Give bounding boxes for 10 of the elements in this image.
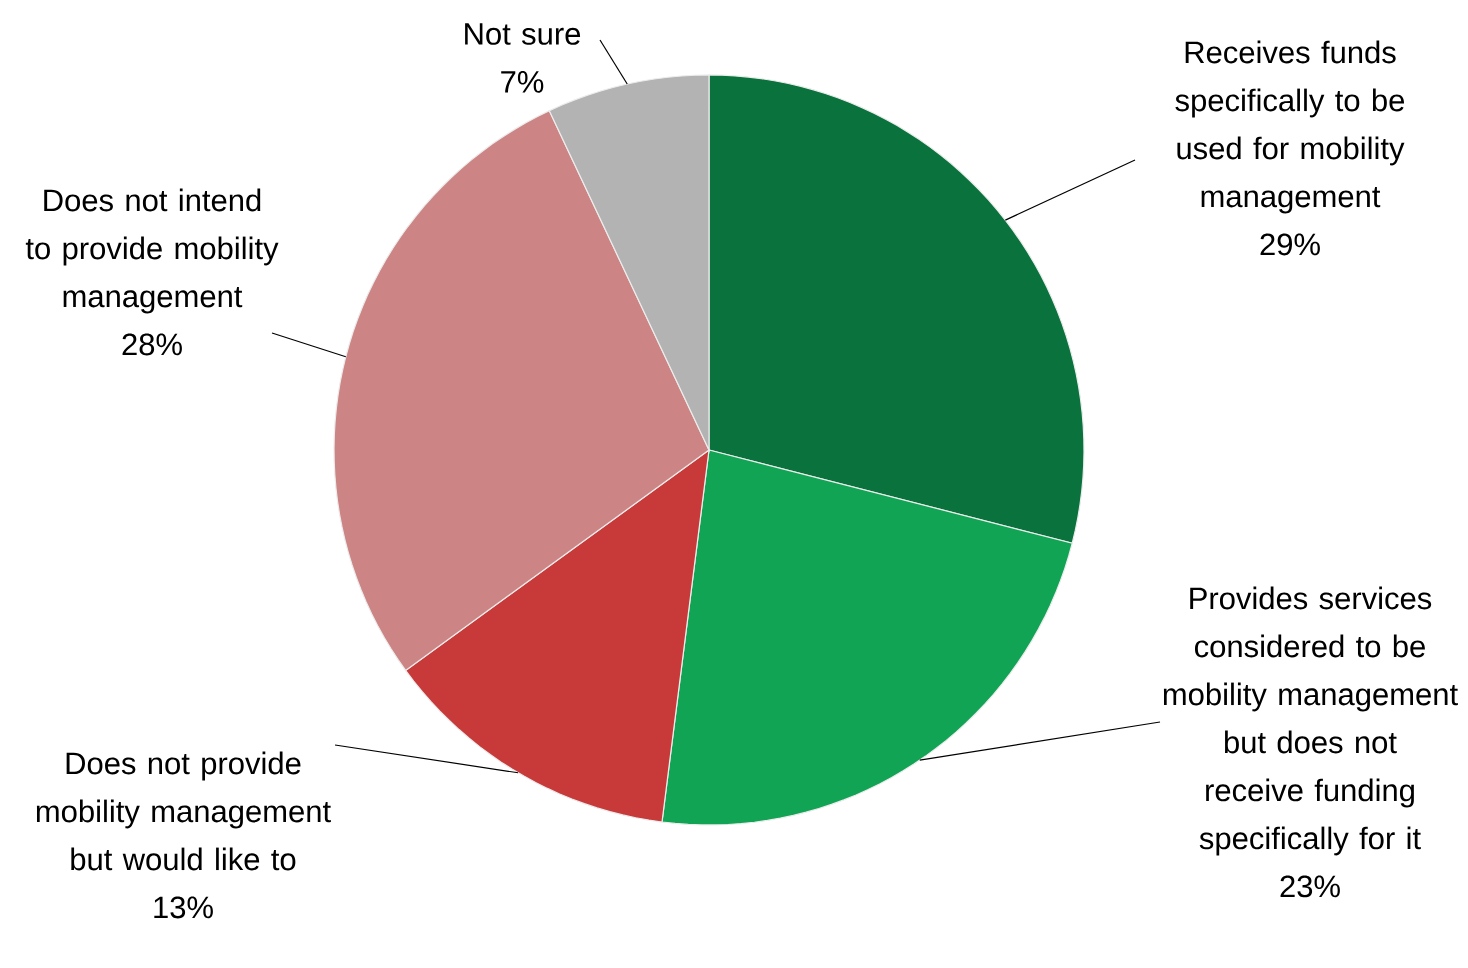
data-label: 23% — [1280, 875, 1340, 898]
slice-label: Does not provide mobility management but would like to — [36, 751, 331, 871]
slice-label: Provides services considered to be mobility management but does not receive funding specifically for it — [1163, 586, 1458, 856]
data-label: 28% — [122, 333, 182, 356]
slice-label: Receives funds specifically to be used for mobility management — [1175, 40, 1405, 214]
slice-label: Not sure — [465, 23, 581, 45]
data-label: 29% — [1260, 233, 1320, 256]
data-label: 7% — [501, 71, 544, 93]
data-label: 13% — [154, 896, 213, 919]
slice-label: Does not intend to provide mobility management — [25, 188, 279, 314]
